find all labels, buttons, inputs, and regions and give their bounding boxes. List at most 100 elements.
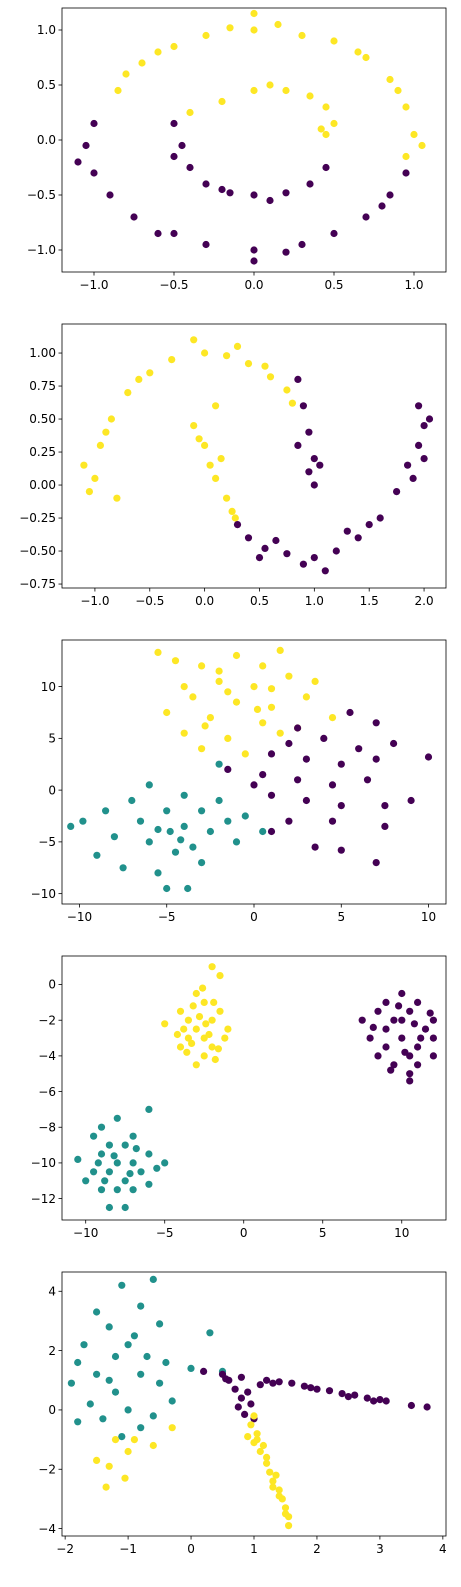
point-yellow	[114, 86, 122, 95]
point-yellow	[354, 48, 362, 56]
point-purple	[363, 1394, 371, 1402]
point-yellow	[394, 86, 402, 95]
point-teal	[215, 796, 223, 805]
point-yellow	[274, 20, 282, 29]
point-yellow	[201, 349, 209, 357]
point-purple	[390, 1061, 398, 1069]
point-purple	[282, 189, 290, 197]
point-purple	[355, 745, 363, 753]
point-yellow	[362, 53, 370, 62]
axes-frame	[61, 7, 447, 273]
y-tick-label: 0	[48, 978, 56, 992]
point-teal	[97, 1186, 106, 1194]
point-teal	[101, 1177, 109, 1185]
point-yellow	[214, 1045, 222, 1053]
point-yellow	[96, 441, 104, 449]
point-teal	[161, 1159, 169, 1167]
point-teal	[162, 1358, 170, 1367]
y-tick-label: 1.0	[37, 23, 56, 37]
point-yellow	[111, 1436, 120, 1444]
point-purple	[256, 1381, 264, 1389]
point-purple	[406, 1070, 414, 1078]
point-yellow	[276, 729, 284, 737]
x-tick-label: 5	[319, 1226, 327, 1240]
point-purple	[406, 1077, 414, 1085]
point-teal	[154, 869, 162, 877]
x-tick-label: 1.5	[360, 594, 379, 608]
point-purple	[234, 1403, 242, 1411]
point-yellow	[418, 141, 426, 150]
point-purple	[320, 734, 328, 743]
point-purple	[186, 163, 194, 172]
point-yellow	[85, 488, 93, 496]
point-yellow	[188, 1039, 196, 1047]
point-yellow	[226, 24, 234, 32]
point-purple	[398, 1016, 406, 1024]
point-purple	[288, 1379, 296, 1387]
point-yellow	[124, 389, 132, 397]
x-tick-label: −1.0	[79, 278, 108, 292]
point-yellow	[102, 1483, 110, 1491]
point-teal	[198, 807, 206, 815]
point-yellow	[122, 70, 130, 78]
chart-panel-4: −10 −5 0 5 10 −12 −10 −8 −6 −4 −2 0	[31, 955, 447, 1240]
point-yellow	[189, 1002, 197, 1010]
point-teal	[187, 1364, 195, 1372]
point-yellow	[200, 1052, 208, 1060]
point-teal	[166, 827, 174, 836]
series-purple	[233, 375, 434, 575]
point-yellow	[154, 48, 162, 56]
point-purple	[285, 817, 293, 825]
point-purple	[302, 755, 310, 763]
point-teal	[82, 1177, 90, 1185]
point-purple	[374, 1007, 382, 1015]
point-yellow	[208, 1043, 216, 1051]
point-yellow	[124, 1447, 132, 1456]
point-teal	[137, 1370, 145, 1378]
point-teal	[79, 817, 87, 825]
point-purple	[322, 163, 330, 172]
point-yellow	[241, 750, 249, 758]
y-tick-label: 0.25	[29, 445, 56, 459]
point-yellow	[261, 362, 269, 370]
point-purple	[200, 1367, 208, 1375]
point-yellow	[253, 1436, 261, 1444]
point-yellow	[311, 677, 319, 686]
x-tick-label: 0	[240, 1226, 248, 1240]
point-purple	[294, 441, 302, 449]
point-teal	[105, 1168, 113, 1176]
point-yellow	[272, 1471, 280, 1479]
point-yellow	[215, 667, 223, 675]
point-purple	[424, 753, 433, 761]
point-teal	[74, 1155, 82, 1163]
point-yellow	[232, 698, 241, 706]
x-tick-label: −5	[156, 1226, 174, 1240]
series-yellow	[161, 963, 232, 1069]
y-tick-label: −0.25	[19, 511, 56, 525]
point-purple	[231, 1385, 239, 1393]
point-teal	[86, 1400, 94, 1408]
point-purple	[420, 455, 428, 463]
point-purple	[269, 1379, 277, 1387]
point-purple	[267, 791, 276, 799]
point-purple	[366, 1034, 374, 1042]
point-teal	[180, 822, 188, 831]
point-yellow	[91, 474, 99, 482]
point-yellow	[282, 86, 290, 95]
point-purple	[358, 1016, 366, 1024]
point-purple	[362, 213, 370, 221]
point-yellow	[386, 75, 394, 84]
point-purple	[378, 202, 386, 210]
point-teal	[132, 1145, 140, 1153]
point-yellow	[266, 81, 274, 89]
y-tick-label: 0.50	[29, 412, 56, 426]
point-purple	[267, 750, 276, 758]
point-yellow	[250, 683, 258, 691]
point-purple	[275, 1378, 283, 1386]
point-yellow	[202, 1020, 210, 1028]
point-purple	[178, 141, 186, 150]
point-yellow	[195, 1013, 204, 1021]
series-purple	[224, 708, 433, 867]
x-tick-label: 2	[313, 1542, 321, 1556]
point-yellow	[263, 1459, 271, 1467]
